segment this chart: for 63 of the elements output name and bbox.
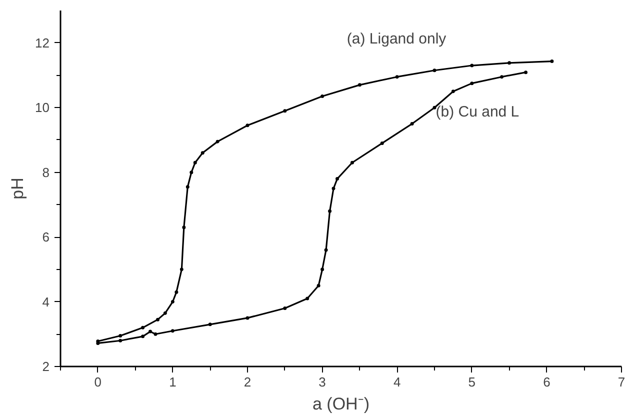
x-tick-label: 5 <box>468 374 476 390</box>
y-tick-label: 10 <box>35 100 50 116</box>
point <box>216 140 220 144</box>
x-axis-title: a (OH⁻) <box>312 394 370 414</box>
point <box>170 329 174 333</box>
point <box>550 60 554 64</box>
x-tick-label: 7 <box>618 374 626 390</box>
y-tick-label: 6 <box>42 230 50 245</box>
point <box>432 106 436 110</box>
y-tick-label: 2 <box>42 359 50 374</box>
point <box>154 332 158 336</box>
point <box>246 124 250 128</box>
point <box>470 82 474 86</box>
point <box>306 296 310 300</box>
point <box>141 334 145 338</box>
point <box>395 75 399 79</box>
point <box>524 70 528 74</box>
point <box>410 122 414 126</box>
x-tick-label: 1 <box>169 374 176 390</box>
point <box>186 185 190 189</box>
point <box>148 330 152 334</box>
point <box>246 316 250 320</box>
y-tick-label: 4 <box>42 294 50 310</box>
point <box>320 268 324 272</box>
point <box>118 334 122 338</box>
point <box>350 160 354 164</box>
x-tick-label: 3 <box>318 374 326 390</box>
point <box>432 68 436 72</box>
point <box>182 226 186 230</box>
point <box>141 326 145 330</box>
point <box>316 284 320 288</box>
point <box>170 300 174 304</box>
point <box>208 322 212 326</box>
point <box>190 170 194 174</box>
x-tick-label: 4 <box>393 374 401 390</box>
series-label: (b) Cu and L <box>436 103 520 120</box>
point <box>156 318 160 322</box>
point <box>470 64 474 68</box>
y-tick-label: 12 <box>35 35 50 50</box>
point <box>500 75 504 79</box>
x-tick-label: 0 <box>94 374 102 390</box>
y-tick-label: 8 <box>42 164 50 180</box>
point <box>200 151 204 155</box>
y-axis-title: pH <box>8 178 28 200</box>
point <box>508 61 512 65</box>
point <box>324 248 328 252</box>
x-tick-label: 6 <box>543 374 550 390</box>
point <box>118 338 122 342</box>
point <box>332 186 336 190</box>
point <box>283 306 287 310</box>
point <box>174 290 178 294</box>
point <box>380 141 384 145</box>
point <box>451 90 455 94</box>
point <box>328 209 332 213</box>
point <box>283 109 287 113</box>
x-tick-label: 2 <box>244 374 252 390</box>
point <box>163 311 167 315</box>
point <box>358 83 362 87</box>
point <box>336 177 340 181</box>
point <box>320 94 324 98</box>
point <box>193 160 197 164</box>
series-label: (a) Ligand only <box>346 30 447 48</box>
point <box>180 268 184 272</box>
